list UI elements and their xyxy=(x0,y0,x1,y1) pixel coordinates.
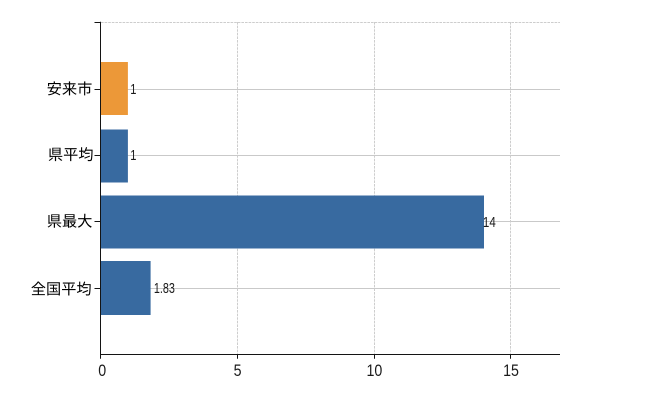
svg-text:5: 5 xyxy=(234,362,242,380)
svg-text:1.83: 1.83 xyxy=(154,279,175,296)
svg-text:0: 0 xyxy=(98,362,106,380)
svg-text:1: 1 xyxy=(130,80,136,97)
svg-text:15: 15 xyxy=(503,362,519,380)
svg-text:14: 14 xyxy=(483,213,496,230)
svg-text:1: 1 xyxy=(130,147,136,164)
svg-text:10: 10 xyxy=(366,362,382,380)
